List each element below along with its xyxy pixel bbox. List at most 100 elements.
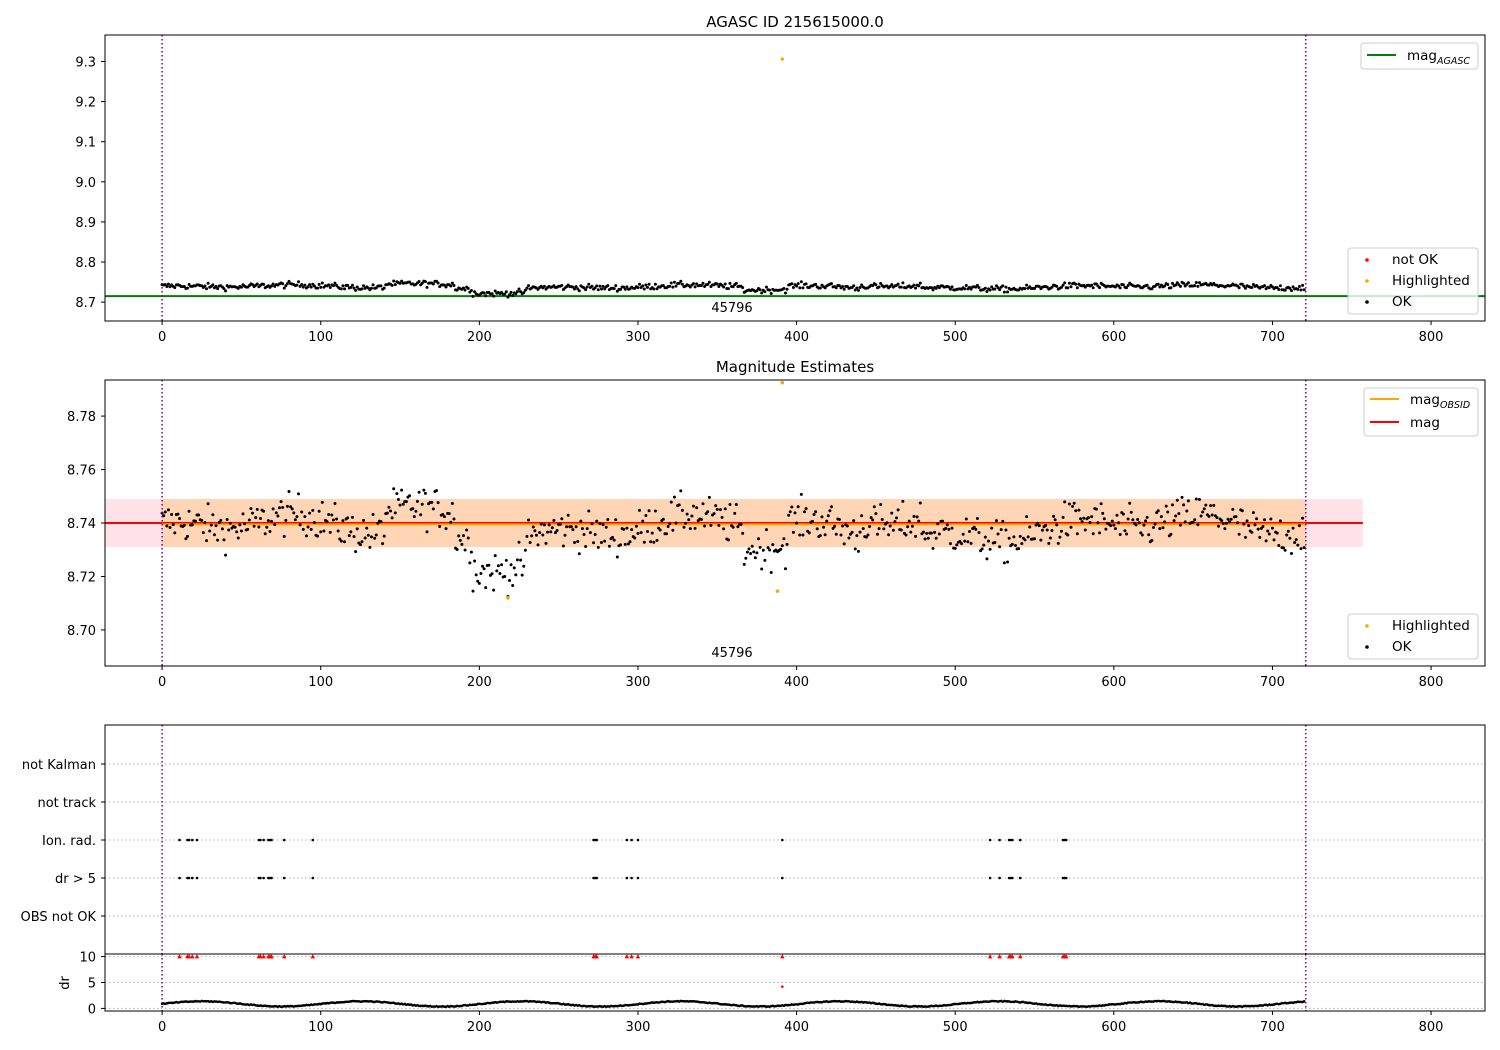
x-tick-label: 500 <box>943 330 968 345</box>
reference-lines <box>105 522 1363 526</box>
ok-point <box>882 527 886 531</box>
ok-point <box>923 537 927 541</box>
ok-point <box>652 287 656 291</box>
ok-point <box>945 523 949 527</box>
ok-point <box>961 532 965 536</box>
ok-point <box>693 526 697 530</box>
ok-point <box>1283 548 1287 552</box>
ok-point <box>371 283 375 287</box>
ok-point <box>392 279 396 283</box>
ok-point <box>665 532 669 536</box>
ok-point <box>393 283 397 287</box>
ok-point <box>423 280 427 284</box>
ok-point <box>590 522 594 526</box>
ok-point <box>934 286 938 290</box>
ok-point <box>1267 286 1271 290</box>
ok-point <box>747 547 751 551</box>
ok-point <box>1004 285 1008 289</box>
ok-point <box>868 524 872 528</box>
ok-point <box>866 533 870 537</box>
ok-point <box>411 507 415 511</box>
ok-point <box>1194 497 1198 501</box>
ok-point <box>715 282 719 286</box>
y-tick-label: 8.9 <box>75 216 96 231</box>
ok-point <box>626 542 630 546</box>
ok-point <box>944 526 948 530</box>
ok-point <box>907 519 911 523</box>
ok-point <box>197 513 201 517</box>
ok-point <box>1185 509 1189 513</box>
lower-plot-frame <box>104 724 1486 1012</box>
clipped-dr-marker <box>190 954 195 959</box>
ok-point <box>1012 535 1016 539</box>
ok-point <box>925 531 929 535</box>
ok-point <box>861 527 865 531</box>
ok-point <box>558 522 562 526</box>
ok-point <box>912 283 916 287</box>
ok-point <box>390 283 394 287</box>
ok-point <box>354 288 358 292</box>
ok-point <box>874 512 878 516</box>
ok-point <box>331 518 335 522</box>
ok-point <box>352 535 356 539</box>
ok-point <box>511 584 515 588</box>
ok-point <box>1045 528 1049 532</box>
ok-point <box>1088 520 1092 524</box>
clipped-dr-marker <box>629 954 634 959</box>
ok-point <box>190 523 194 527</box>
ok-point <box>381 542 385 546</box>
ok-point <box>1236 521 1240 525</box>
ok-point <box>1178 523 1182 527</box>
ok-point <box>1199 514 1203 518</box>
ok-point <box>653 282 657 286</box>
ok-point <box>641 519 645 523</box>
x-tick-label: 800 <box>1419 330 1444 345</box>
ok-point <box>1006 560 1010 564</box>
ok-point <box>1071 504 1075 508</box>
ok-point <box>327 512 331 516</box>
flag-point <box>178 838 181 842</box>
legend-label-not-ok: not OK <box>1392 252 1439 268</box>
y-axis-label: dr <box>58 976 73 990</box>
ok-point <box>596 288 600 292</box>
legend-label-highlighted: Highlighted <box>1392 273 1470 289</box>
ok-point <box>346 516 350 520</box>
flag-point <box>187 876 191 880</box>
ok-point <box>542 523 546 527</box>
ok-point <box>691 504 695 508</box>
ok-point <box>287 489 291 493</box>
x-axis-ticks: 0 100 200 300 400 500 600 700 800 <box>158 321 1444 345</box>
ok-point <box>1289 551 1293 555</box>
ok-point <box>1037 524 1041 528</box>
ok-point <box>1045 285 1049 289</box>
ok-point <box>701 281 705 285</box>
ok-point <box>1142 523 1146 527</box>
ok-point <box>1075 532 1079 536</box>
ok-point <box>1061 283 1065 287</box>
ok-point <box>941 519 945 523</box>
ok-point <box>458 538 462 542</box>
ok-point <box>214 524 218 528</box>
ok-point <box>841 285 845 289</box>
ok-point <box>292 511 296 515</box>
ok-point <box>998 545 1002 549</box>
ok-point <box>425 530 429 534</box>
legend-frame <box>1347 247 1479 315</box>
ok-point <box>641 284 645 288</box>
ok-point <box>273 523 277 527</box>
ok-point <box>506 295 510 299</box>
ok-point <box>539 522 543 526</box>
ok-point <box>909 530 913 534</box>
ok-point <box>622 285 626 289</box>
ok-point <box>1220 519 1224 523</box>
ok-point <box>1256 527 1260 531</box>
ok-point <box>471 589 475 593</box>
ok-point <box>890 511 894 515</box>
ok-point <box>807 531 811 535</box>
ok-point <box>722 527 726 531</box>
legend-frame <box>1347 613 1479 660</box>
ok-point <box>1067 502 1071 506</box>
ok-point <box>1243 286 1247 290</box>
agasc-magnitude-panel: AGASC ID 215615000.0 0 100 200 300 400 500 600… <box>75 13 1486 345</box>
ok-point <box>339 287 343 291</box>
